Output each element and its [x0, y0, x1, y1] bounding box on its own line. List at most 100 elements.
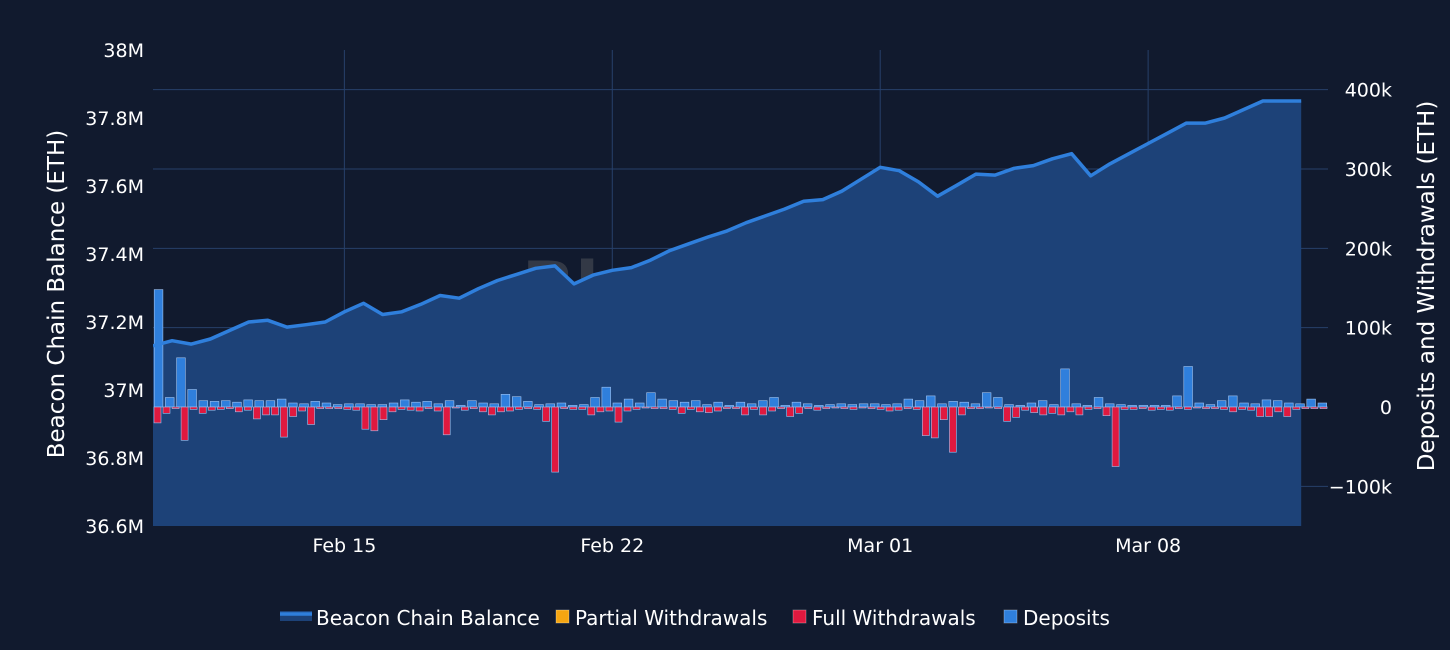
plot-area	[153, 99, 1328, 526]
deposit-bar	[635, 402, 645, 408]
deposit-bar	[668, 400, 678, 408]
legend-item-balance[interactable]: Beacon Chain Balance	[280, 606, 540, 630]
left-tick-label: 36.8M	[85, 448, 144, 470]
full-withdrawal-bar	[650, 406, 659, 409]
full-withdrawal-bar	[1138, 406, 1147, 409]
legend: Beacon Chain Balance Partial Withdrawals F…	[280, 606, 1110, 630]
full-withdrawal-bar	[460, 406, 469, 411]
full-withdrawal-bar	[298, 406, 306, 412]
deposit-bar	[1071, 403, 1081, 408]
deposit-bar	[478, 402, 488, 408]
deposit-bar	[545, 403, 555, 408]
deposit-bar	[288, 402, 298, 408]
full-withdrawal-bar	[1093, 406, 1102, 409]
full-withdrawal-bar	[1265, 406, 1273, 417]
full-withdrawal-bar	[876, 406, 885, 410]
deposit-bar	[1261, 399, 1272, 408]
deposit-bar	[1004, 404, 1014, 408]
legend-item-deposits[interactable]: Deposits	[1003, 606, 1110, 630]
right-tick-label: 400k	[1345, 80, 1392, 102]
legend-item-partial[interactable]: Partial Withdrawals	[555, 606, 767, 630]
full-withdrawal-bar	[994, 406, 1002, 409]
full-withdrawal-bar	[714, 406, 722, 412]
deposit-bar	[433, 403, 443, 408]
full-withdrawal-bar	[786, 406, 795, 417]
deposit-bar	[1250, 403, 1260, 408]
deposit-bar	[1194, 402, 1204, 408]
deposit-bar	[265, 400, 276, 408]
deposit-bar	[355, 403, 365, 408]
deposit-bar	[914, 400, 925, 408]
full-withdrawal-bar	[668, 406, 677, 410]
full-withdrawal-bar	[858, 406, 867, 409]
full-withdrawal-bar	[506, 406, 514, 412]
balance-area	[153, 101, 1302, 526]
full-withdrawal-bar	[641, 406, 650, 409]
deposit-bar	[1060, 368, 1070, 408]
deposit-bar	[1239, 402, 1249, 408]
full-withdrawal-bar	[1274, 406, 1283, 413]
left-tick-label: 37.4M	[85, 244, 144, 266]
full-withdrawal-bar	[1292, 406, 1301, 410]
deposit-bar	[825, 404, 835, 408]
full-withdrawal-bar	[967, 406, 975, 409]
full-withdrawal-bar	[524, 406, 532, 409]
full-withdrawal-bar	[623, 406, 632, 412]
deposit-bar	[691, 400, 701, 408]
square-swatch-icon	[1003, 609, 1018, 624]
full-withdrawal-bar	[198, 406, 207, 414]
deposit-bar	[802, 403, 813, 408]
deposit-bar	[993, 397, 1003, 408]
full-withdrawal-bar	[1075, 406, 1084, 416]
full-withdrawal-bar	[1030, 406, 1038, 413]
deposit-bar	[1228, 395, 1238, 408]
deposit-bar	[1026, 402, 1037, 408]
deposit-bar	[780, 405, 790, 408]
flow-bars	[153, 289, 1328, 473]
full-withdrawal-bar	[289, 406, 297, 417]
full-withdrawal-bar	[578, 406, 587, 410]
right-axis-title: Deposits and Withdrawals (ETH)	[1414, 101, 1440, 472]
deposit-bar	[791, 401, 802, 408]
deposit-bar	[456, 405, 466, 408]
deposit-bar	[758, 400, 768, 408]
full-withdrawal-bar	[768, 406, 776, 412]
full-withdrawal-bar	[686, 406, 695, 410]
full-withdrawal-bar	[849, 406, 858, 410]
deposit-bar	[713, 401, 723, 408]
full-withdrawal-bar	[235, 406, 243, 413]
full-withdrawal-bar	[958, 406, 966, 416]
full-withdrawal-bar	[515, 406, 523, 410]
deposit-bar	[366, 404, 376, 408]
deposit-bar	[1217, 400, 1227, 408]
full-withdrawal-bar	[352, 406, 361, 411]
full-withdrawal-bar	[1147, 406, 1156, 411]
legend-item-full[interactable]: Full Withdrawals	[792, 606, 976, 630]
left-tick-label: 38M	[103, 40, 144, 62]
deposit-bar	[1284, 402, 1294, 408]
full-withdrawal-bar	[207, 406, 216, 411]
deposit-bar	[948, 401, 958, 408]
full-withdrawal-bar	[912, 406, 921, 410]
square-swatch-icon	[792, 609, 807, 624]
deposit-bar	[400, 399, 410, 408]
full-withdrawal-bar	[885, 406, 894, 412]
deposit-bar	[310, 401, 320, 408]
full-withdrawal-bar	[1310, 406, 1319, 409]
deposit-bar	[176, 357, 186, 408]
deposit-bar	[623, 398, 634, 408]
full-withdrawal-bar	[406, 406, 415, 411]
full-withdrawal-bar	[442, 406, 451, 436]
deposit-bar	[590, 397, 600, 408]
full-withdrawal-bar	[659, 406, 668, 409]
full-withdrawal-bar	[226, 406, 234, 409]
full-withdrawal-bar	[280, 406, 288, 438]
deposit-bar	[299, 403, 309, 408]
full-withdrawal-bar	[533, 406, 541, 410]
deposit-bar	[858, 403, 869, 408]
deposit-bar	[1183, 366, 1193, 408]
full-withdrawal-bar	[1256, 406, 1264, 417]
deposit-bar	[735, 401, 746, 408]
full-withdrawal-bar	[1283, 406, 1292, 417]
full-withdrawal-bar	[325, 406, 334, 409]
